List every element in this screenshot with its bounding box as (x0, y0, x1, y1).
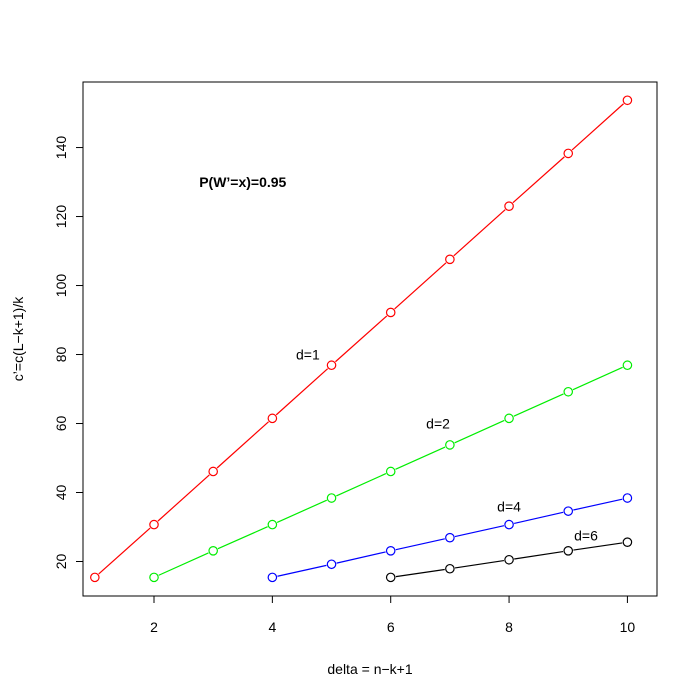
data-point (622, 95, 633, 106)
data-point (504, 554, 514, 565)
series-segment (394, 262, 447, 310)
data-point (622, 537, 633, 547)
series-segment (453, 209, 506, 257)
annotation: d=1 (296, 347, 320, 363)
data-point (267, 519, 278, 530)
series-segment (395, 446, 446, 470)
data-point (622, 493, 633, 503)
data-point (504, 201, 514, 211)
series-segment (277, 564, 327, 577)
series-segment (395, 538, 445, 551)
annotation-layer: P(W’=x)=0.95 d=1 d=2 d=4 d=6 (199, 174, 598, 544)
data-point (563, 148, 574, 159)
annotation: d=6 (574, 528, 598, 544)
y-tick-label: 140 (53, 136, 69, 160)
data-point (385, 572, 396, 583)
x-tick-label: 10 (620, 619, 636, 635)
series-segment (217, 526, 268, 550)
data-point (563, 386, 574, 397)
series-segment (216, 421, 269, 469)
y-tick-label: 60 (53, 416, 69, 432)
data-point (622, 360, 633, 371)
data-point (445, 440, 455, 450)
x-tick-label: 2 (150, 619, 158, 635)
series-segment (573, 542, 623, 551)
y-tick-label: 120 (53, 205, 69, 229)
series-segment (513, 511, 564, 525)
y-tick-label: 100 (53, 274, 69, 298)
x-tick-label: 4 (268, 619, 276, 635)
data-point (326, 360, 337, 371)
data-point (563, 546, 574, 556)
x-tick-label: 8 (505, 619, 513, 635)
series-3 (267, 493, 633, 583)
data-point (385, 307, 396, 318)
data-point (326, 559, 337, 570)
annotation: d=2 (426, 416, 450, 432)
data-point (208, 466, 218, 477)
data-point (149, 572, 159, 583)
series-segment (395, 568, 445, 578)
data-point (385, 466, 396, 477)
series-segment (454, 525, 505, 538)
data-point (385, 546, 396, 556)
data-point (563, 506, 574, 516)
data-point (267, 572, 278, 583)
series-segment (513, 393, 564, 417)
x-tick-label: 6 (387, 619, 395, 635)
series-segment (335, 315, 388, 363)
data-point (504, 519, 514, 530)
series-segment (573, 498, 623, 511)
annotation: P(W’=x)=0.95 (199, 174, 286, 190)
series-segment (454, 559, 505, 569)
data-point (445, 563, 455, 574)
data-point (90, 572, 100, 583)
series-segment (454, 419, 505, 444)
series-segment (512, 156, 565, 204)
series-2 (149, 360, 633, 583)
y-tick-label: 80 (53, 347, 69, 363)
series-layer (90, 95, 633, 583)
series-segment (514, 550, 564, 560)
data-point (149, 519, 159, 530)
series-segment (336, 473, 387, 497)
y-axis: 20 40 60 80 100 120 140 (53, 136, 83, 570)
data-point (445, 532, 455, 543)
y-tick-label: 20 (53, 554, 69, 570)
annotation: d=4 (497, 498, 521, 514)
y-tick-label: 40 (53, 485, 69, 501)
series-segment (276, 499, 328, 524)
series-segment (572, 366, 623, 391)
x-axis-title: delta = n−k+1 (327, 661, 412, 677)
data-point (445, 254, 455, 265)
series-segment (571, 103, 624, 151)
y-axis-title: c’=c(L−k+1)/k (10, 296, 26, 381)
data-point (208, 546, 218, 556)
data-point (326, 493, 337, 503)
series-segment (158, 552, 209, 576)
x-axis: 2 4 6 8 10 (150, 596, 635, 635)
series-4 (385, 537, 633, 583)
series-segment (275, 368, 329, 416)
series-1 (90, 95, 633, 583)
series-segment (336, 551, 386, 564)
data-point (267, 413, 278, 424)
plot-frame (82, 81, 658, 597)
series-segment (157, 474, 210, 522)
series-segment (98, 527, 151, 575)
data-point (504, 413, 514, 424)
